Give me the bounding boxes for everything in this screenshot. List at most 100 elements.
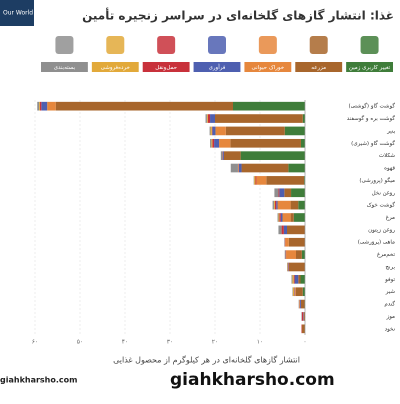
bar-segment (296, 287, 303, 296)
category-label: توفو (384, 277, 395, 283)
bar-segment (37, 102, 39, 111)
category-label: گندم (384, 301, 395, 308)
bar-segment (275, 201, 276, 210)
legend-label: مزرعه (311, 65, 326, 71)
category-label: پنیر (386, 128, 395, 134)
bar-segment (288, 164, 305, 173)
category-label: میگو (پرورشی) (359, 177, 395, 184)
bar-segment (287, 226, 305, 235)
stage-icon (55, 36, 73, 54)
bar-segment (241, 151, 305, 160)
bar-segment (302, 312, 303, 321)
bar-segment (215, 114, 303, 123)
bar-segment (298, 275, 300, 284)
bar-segment (256, 176, 257, 185)
bar-segment (298, 201, 305, 210)
bar-segment (214, 139, 219, 148)
bar-segment (230, 139, 301, 148)
bar-segment (286, 250, 296, 259)
bar-segment (210, 139, 211, 148)
bar-segment (295, 287, 296, 296)
bar-segment (212, 139, 214, 148)
x-tick-label: ۲۰ (212, 339, 218, 346)
bar-segment (281, 213, 283, 222)
bar-segment (301, 139, 305, 148)
bar-segment (223, 151, 224, 160)
x-tick-label: ۵۰ (77, 339, 83, 346)
x-tick-label: ۶۰ (32, 339, 38, 346)
bar-segment (292, 275, 293, 284)
bar-segment (208, 114, 210, 123)
bar-segment (293, 287, 294, 296)
category-label: گوشت گاو (شیری) (351, 140, 395, 147)
bar-segment (233, 102, 305, 111)
stage-icon (157, 36, 175, 54)
bar-segment (284, 188, 291, 197)
bar-segment (242, 164, 289, 173)
bar-segment (278, 213, 279, 222)
bar-segment (274, 201, 275, 210)
bar-segment (279, 188, 284, 197)
x-tick-label: ۳۰ (167, 339, 173, 346)
bar-segment (279, 213, 280, 222)
category-label: ماهی (پرورشی) (358, 240, 395, 246)
logo: Our World in Data (3, 10, 57, 17)
stage-icon (361, 36, 379, 54)
bar-segment (219, 139, 230, 148)
category-label: گوشت خوک (367, 202, 396, 209)
chart-title: غذا: انتشار گازهای گلخانه‌ای در سراسر زن… (82, 8, 394, 23)
bar-segment (231, 164, 238, 173)
stage-icon (259, 36, 277, 54)
category-label: شکلات (379, 152, 395, 159)
x-tick-label: ۱۰ (257, 339, 263, 346)
category-label: گوشت بره و گوسفند (347, 115, 396, 122)
bar-segment (224, 151, 241, 160)
category-label: نخود (385, 326, 396, 332)
bar-segment (291, 188, 305, 197)
bar-segment (278, 188, 279, 197)
bar-segment (278, 226, 281, 235)
bar-segment (212, 127, 215, 136)
bar-segment (210, 114, 215, 123)
x-tick-label: ۰ (303, 339, 306, 346)
bar-segment (221, 151, 223, 160)
bar-segment (291, 213, 294, 222)
bar-segment (211, 139, 212, 148)
bar-segment (296, 250, 302, 259)
x-axis-title: انتشار گازهای گلخانه‌ای در هر کیلوگرم از… (113, 355, 300, 365)
watermark: giahkharsho.com (170, 370, 335, 390)
category-label: برنج (385, 264, 395, 270)
category-label: شیر (385, 289, 396, 295)
bar-segment (289, 263, 305, 272)
stage-icon (106, 36, 124, 54)
bar-segment (274, 188, 278, 197)
category-label: گوشت گاو (گوشتی) (348, 103, 395, 110)
bar-segment (285, 250, 286, 259)
watermark-small: giahkharsho.com (0, 376, 78, 385)
category-label: قهوه (384, 166, 395, 172)
legend-label: بسته‌بندی (54, 65, 76, 71)
bar-segment (292, 275, 293, 284)
category-label: روغن نخل (372, 190, 396, 196)
bar-segment (254, 176, 255, 185)
bar-segment (285, 127, 305, 136)
legend-label: حمل‌ونقل (155, 65, 177, 71)
bar-segment (278, 201, 291, 210)
legend-label: خوراک حیوانی (252, 64, 285, 71)
bar-segment (207, 114, 208, 123)
bar-segment (278, 213, 279, 222)
bar-segment (282, 226, 284, 235)
bar-segment (39, 102, 40, 111)
bar-segment (295, 275, 299, 284)
bar-segment (40, 102, 41, 111)
bar-segment (302, 324, 305, 333)
bar-segment (301, 300, 305, 309)
bar-segment (294, 213, 305, 222)
bar-segment (215, 127, 225, 136)
bar-segment (211, 127, 212, 136)
bar-segment (285, 238, 289, 247)
bar-segment (294, 275, 295, 284)
bar-segment (283, 213, 291, 222)
